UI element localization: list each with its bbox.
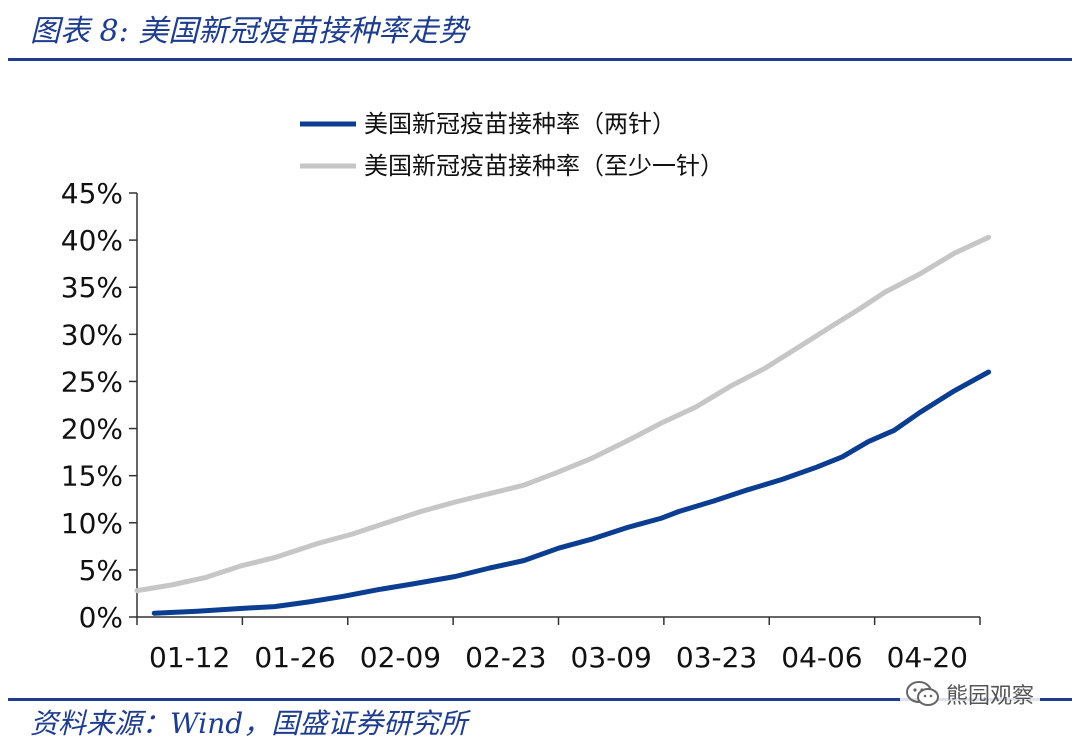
- chart-title: 图表 8: 美国新冠疫苗接种率走势: [30, 14, 469, 49]
- wechat-icon: [906, 681, 939, 706]
- y-tick-label: 5%: [79, 554, 123, 587]
- x-tick-label: 02-09: [360, 641, 441, 674]
- y-axis: 0% 5% 10% 15% 20% 25% 30% 35% 40% 45%: [61, 177, 138, 634]
- y-tick-label: 45%: [61, 177, 123, 210]
- series-layer: [134, 234, 992, 616]
- x-tick-label: 02-23: [465, 641, 546, 674]
- source-note: 资料来源：Wind，国盛证券研究所: [30, 707, 468, 740]
- watermark-text: 熊园观察: [946, 684, 1035, 709]
- legend-label-one-dose: 美国新冠疫苗接种率（至少一针）: [364, 152, 724, 180]
- y-tick-label: 20%: [61, 413, 123, 446]
- y-tick-label: 25%: [61, 365, 123, 398]
- header-rule: [8, 58, 1072, 61]
- line-chart: 美国新冠疫苗接种率（两针） 美国新冠疫苗接种率（至少一针） 0% 5% 10% 15%…: [61, 110, 992, 674]
- x-axis: 01-12 01-26 02-09 02-23 03-09 03-23 04-06 04-20: [136, 616, 981, 674]
- x-tick-label: 04-06: [781, 641, 862, 674]
- series-line-one-dose: [134, 234, 992, 594]
- y-tick-label: 15%: [61, 460, 123, 493]
- x-tick-label: 01-12: [149, 641, 230, 674]
- series-line-two-dose: [151, 369, 992, 616]
- y-tick-label: 10%: [61, 507, 123, 540]
- x-tick-label: 01-26: [254, 641, 335, 674]
- legend-label-two-dose: 美国新冠疫苗接种率（两针）: [364, 110, 676, 138]
- watermark: 熊园观察: [900, 676, 1041, 712]
- legend: 美国新冠疫苗接种率（两针） 美国新冠疫苗接种率（至少一针）: [300, 110, 724, 180]
- y-tick-label: 30%: [61, 318, 123, 351]
- footer-rule: [8, 698, 1072, 701]
- y-tick-label: 35%: [61, 271, 123, 304]
- x-tick-label: 03-09: [571, 641, 652, 674]
- x-tick-label: 04-20: [887, 641, 968, 674]
- y-tick-label: 0%: [79, 601, 123, 634]
- x-tick-label: 03-23: [676, 641, 757, 674]
- y-tick-label: 40%: [61, 224, 123, 257]
